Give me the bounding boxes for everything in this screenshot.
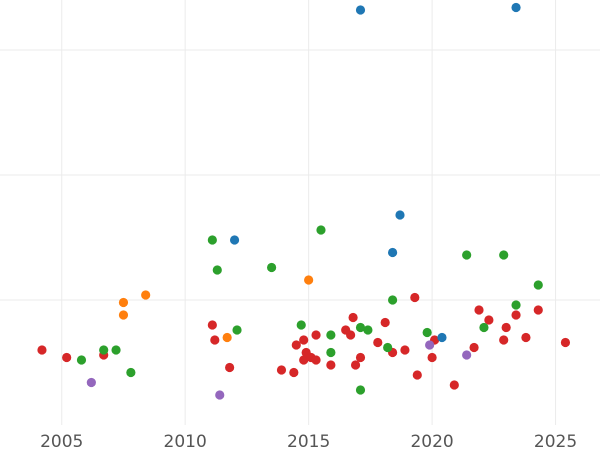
data-point [267,262,277,273]
data-point [210,335,220,345]
data-point [141,290,151,300]
data-point [355,322,366,333]
data-point [311,355,321,365]
data-point [37,345,47,355]
data-point [395,210,405,220]
data-point [291,340,301,350]
data-point [111,345,121,355]
data-point [462,250,472,260]
data-point [299,355,309,365]
data-point [118,297,129,308]
data-point [86,377,96,388]
data-point [521,332,531,343]
data-point [76,355,87,365]
data-point [380,317,390,328]
data-point [326,330,336,340]
data-point [118,310,129,320]
data-point [225,362,235,373]
data-point [215,390,225,400]
data-point [316,225,326,235]
data-point [511,2,521,13]
data-point [499,335,509,345]
data-point [62,352,72,363]
data-point [355,352,366,363]
data-point [400,345,410,355]
data-point [412,370,422,380]
y-gridlines [0,49,600,301]
x-tick-labels: 2005 2010 2015 2020 2025 [40,432,577,450]
x-tick-label: 2020 [410,432,453,450]
data-point [346,330,356,340]
data-point [427,352,437,363]
data-point [511,310,521,320]
data-point [560,337,571,348]
data-point [296,320,306,330]
x-tick-label: 2015 [287,432,330,450]
data-point [304,275,314,285]
data-point [289,367,299,378]
data-point [533,280,543,290]
data-point [229,235,240,245]
data-point [276,365,287,375]
x-tick-label: 2005 [40,432,83,450]
data-point [437,332,447,343]
data-point [387,247,398,258]
data-point [462,350,472,360]
data-point [484,315,494,325]
data-point [232,325,242,335]
data-point [469,342,479,353]
data-point [99,345,109,355]
data-point [410,292,420,303]
x-tick-label: 2025 [534,432,577,450]
x-tick-label: 2010 [164,432,207,450]
data-point [222,332,232,343]
data-point [449,380,459,390]
data-point [311,330,321,340]
data-point [207,235,217,245]
data-point [212,265,222,275]
data-point [126,367,136,378]
data-point [355,5,366,15]
data-point [387,295,398,305]
data-point [326,347,336,358]
data-point [355,385,366,395]
data-point [207,320,217,330]
data-point [499,250,509,260]
data-point [350,360,361,370]
data-points [37,2,571,400]
data-point [479,322,489,333]
data-point [501,322,511,333]
data-point [326,360,336,370]
data-point [363,325,373,335]
data-point [533,305,543,315]
data-point [383,342,393,353]
data-point [299,335,309,345]
data-point [474,305,484,315]
data-point [425,340,435,350]
data-point [348,312,358,323]
data-point [511,300,521,310]
data-point [373,337,383,348]
data-point [422,327,432,338]
